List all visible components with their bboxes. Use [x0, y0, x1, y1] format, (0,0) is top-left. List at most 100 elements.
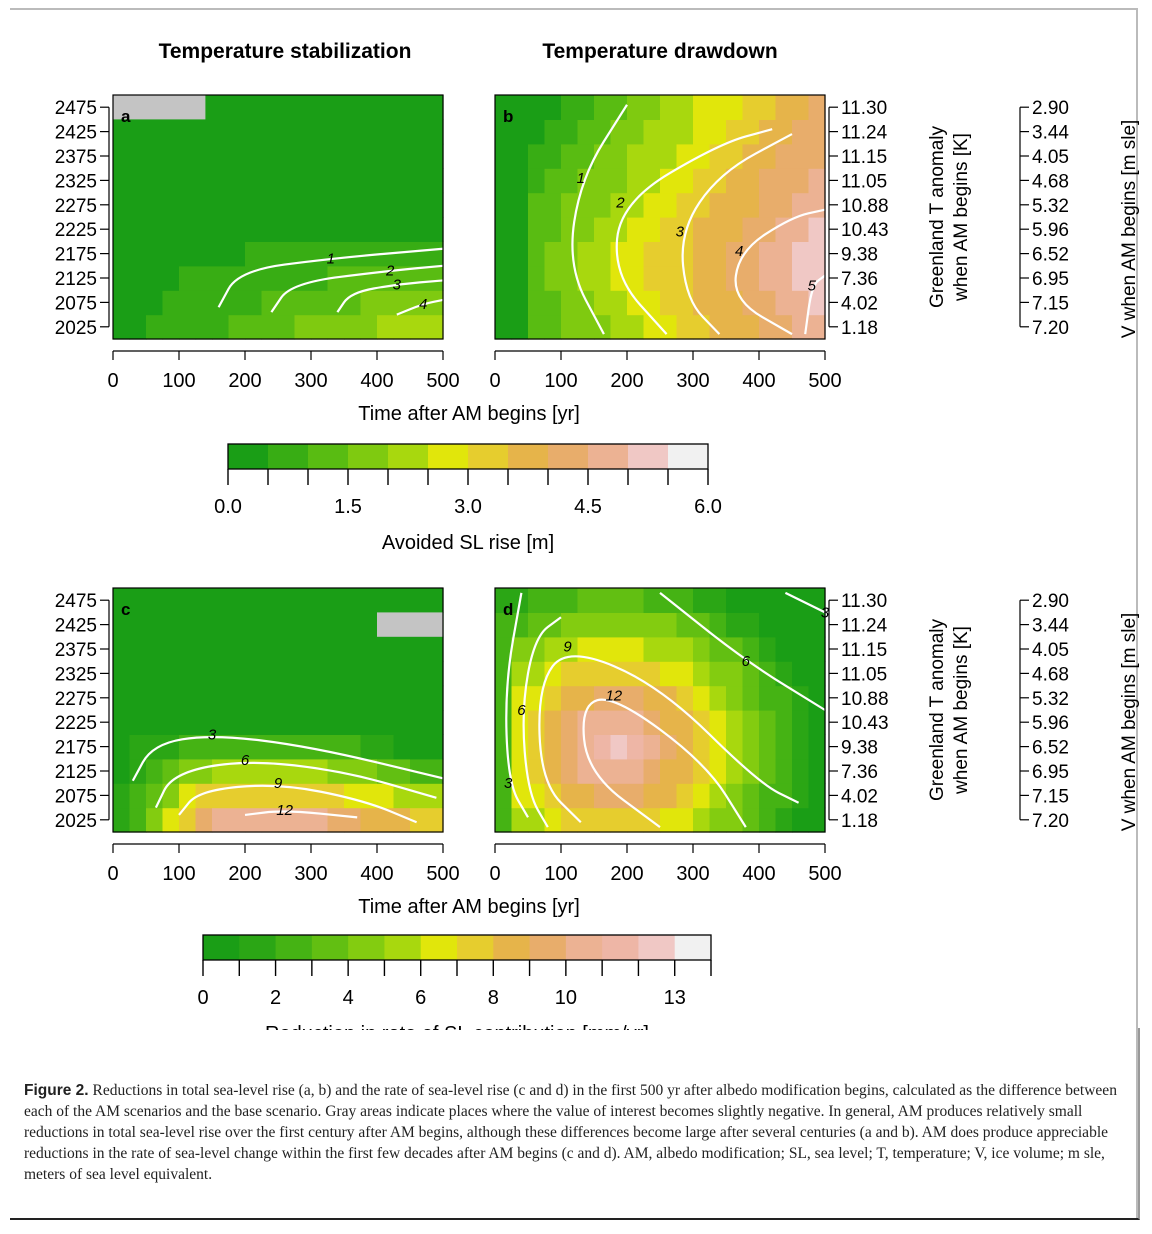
heatmap-cell — [528, 783, 546, 809]
colorbar-top-label: Avoided SL rise [m] — [382, 532, 554, 554]
y-tick-label: 2225 — [55, 713, 97, 734]
heatmap-cell — [146, 119, 164, 145]
heatmap-cell — [113, 314, 131, 340]
heatmap-cell — [195, 710, 213, 735]
volume-tick-label: 4.05 — [1032, 147, 1069, 168]
colorbar-top-swatch — [588, 444, 629, 469]
contour-line-12 — [582, 698, 747, 829]
y-tick-label: 2375 — [55, 640, 97, 661]
heatmap-cell — [561, 734, 579, 760]
heatmap-cell — [162, 588, 180, 613]
right-tick-label: 11.30 — [841, 98, 887, 119]
heatmap-cell — [377, 807, 395, 833]
heatmap-cell — [311, 290, 329, 316]
heatmap-cell — [808, 710, 826, 735]
heatmap-cell — [426, 661, 444, 687]
colorbar-top-tick-label: 1.5 — [334, 496, 362, 518]
contour-label: 1 — [327, 250, 335, 267]
heatmap-cell — [377, 588, 395, 613]
heatmap-cell — [212, 685, 230, 711]
negative-value-region — [377, 612, 443, 637]
heatmap-cell — [410, 636, 428, 662]
heatmap-cell — [792, 95, 810, 120]
heatmap-cell — [195, 192, 213, 218]
heatmap-cell — [393, 314, 411, 340]
volume-tick-label: 4.68 — [1032, 664, 1069, 685]
right-tick-label: 10.88 — [841, 689, 889, 710]
heatmap-cell — [594, 314, 612, 340]
heatmap-cell — [344, 192, 362, 218]
heatmap-cell — [179, 710, 197, 735]
heatmap-cell — [511, 95, 529, 120]
heatmap-cell — [129, 636, 147, 662]
heatmap-cell — [129, 685, 147, 711]
heatmap-cell — [594, 612, 612, 638]
contour-line-3 — [784, 591, 826, 614]
heatmap-cell — [577, 710, 595, 735]
heatmap-cell — [278, 612, 296, 638]
heatmap-cell — [294, 758, 312, 784]
heatmap-cell — [561, 314, 579, 340]
heatmap-cell — [377, 783, 395, 809]
heatmap-cell — [742, 314, 760, 340]
heatmap-cell — [360, 168, 378, 194]
heatmap-cell — [344, 685, 362, 711]
heatmap-cell — [278, 807, 296, 833]
heatmap-cell — [627, 265, 645, 291]
volume-tick-label: 3.44 — [1032, 616, 1069, 637]
heatmap-cell — [561, 783, 579, 809]
colorbar-top-swatch — [468, 444, 509, 469]
right-axis-2-label: V when AM begins [m sle] — [1119, 613, 1140, 832]
colorbar-bottom-tick-label: 0 — [197, 987, 208, 1009]
heatmap-cell — [278, 168, 296, 194]
heatmap-cell — [627, 734, 645, 760]
heatmap-cell — [775, 265, 793, 291]
contour-line-5 — [804, 274, 826, 335]
heatmap-cell — [212, 192, 230, 218]
heatmap-cell — [643, 685, 661, 711]
heatmap-cell — [311, 685, 329, 711]
heatmap-cell — [495, 807, 513, 833]
heatmap-cell — [410, 95, 428, 120]
heatmap-cell — [129, 265, 147, 291]
heatmap-cell — [261, 685, 279, 711]
heatmap-cell — [245, 710, 263, 735]
contour-label: 12 — [276, 802, 293, 819]
heatmap-cell — [113, 710, 131, 735]
heatmap-cell — [561, 588, 579, 613]
heatmap-cell — [294, 192, 312, 218]
heatmap-cell — [212, 143, 230, 169]
heatmap-cell — [544, 95, 562, 120]
heatmap-cell — [643, 217, 661, 242]
heatmap-cell — [792, 661, 810, 687]
heatmap-cell — [643, 783, 661, 809]
right-axis-1-label-line1: Greenland T anomaly — [927, 618, 948, 801]
heatmap-cell — [393, 661, 411, 687]
y-tick-label: 2275 — [55, 196, 97, 217]
heatmap-cell — [162, 241, 180, 267]
heatmap-cell — [179, 119, 197, 145]
heatmap-cell — [759, 314, 777, 340]
y-tick-label: 2025 — [55, 318, 97, 339]
heatmap-cell — [146, 192, 164, 218]
colorbar-top-swatch — [228, 444, 269, 469]
right-axis-1-label-line2: when AM begins [K] — [951, 626, 972, 795]
heatmap-cell — [627, 290, 645, 316]
heatmap-cell — [393, 192, 411, 218]
heatmap-cell — [393, 710, 411, 735]
heatmap-cell — [742, 612, 760, 638]
heatmap-cell — [511, 636, 529, 662]
right-axis-1-label-line1: Greenland T anomaly — [927, 125, 948, 308]
heatmap-cell — [660, 734, 678, 760]
x-tick-label: 0 — [489, 863, 500, 885]
heatmap-cell — [627, 168, 645, 194]
x-tick-label: 300 — [294, 863, 327, 885]
heatmap-cell — [195, 290, 213, 316]
heatmap-cell — [179, 265, 197, 291]
heatmap-cell — [709, 241, 727, 267]
heatmap-cell — [129, 241, 147, 267]
heatmap-cell — [676, 119, 694, 145]
heatmap-cell — [561, 192, 579, 218]
heatmap-cell — [577, 192, 595, 218]
heatmap-cell — [327, 734, 345, 760]
